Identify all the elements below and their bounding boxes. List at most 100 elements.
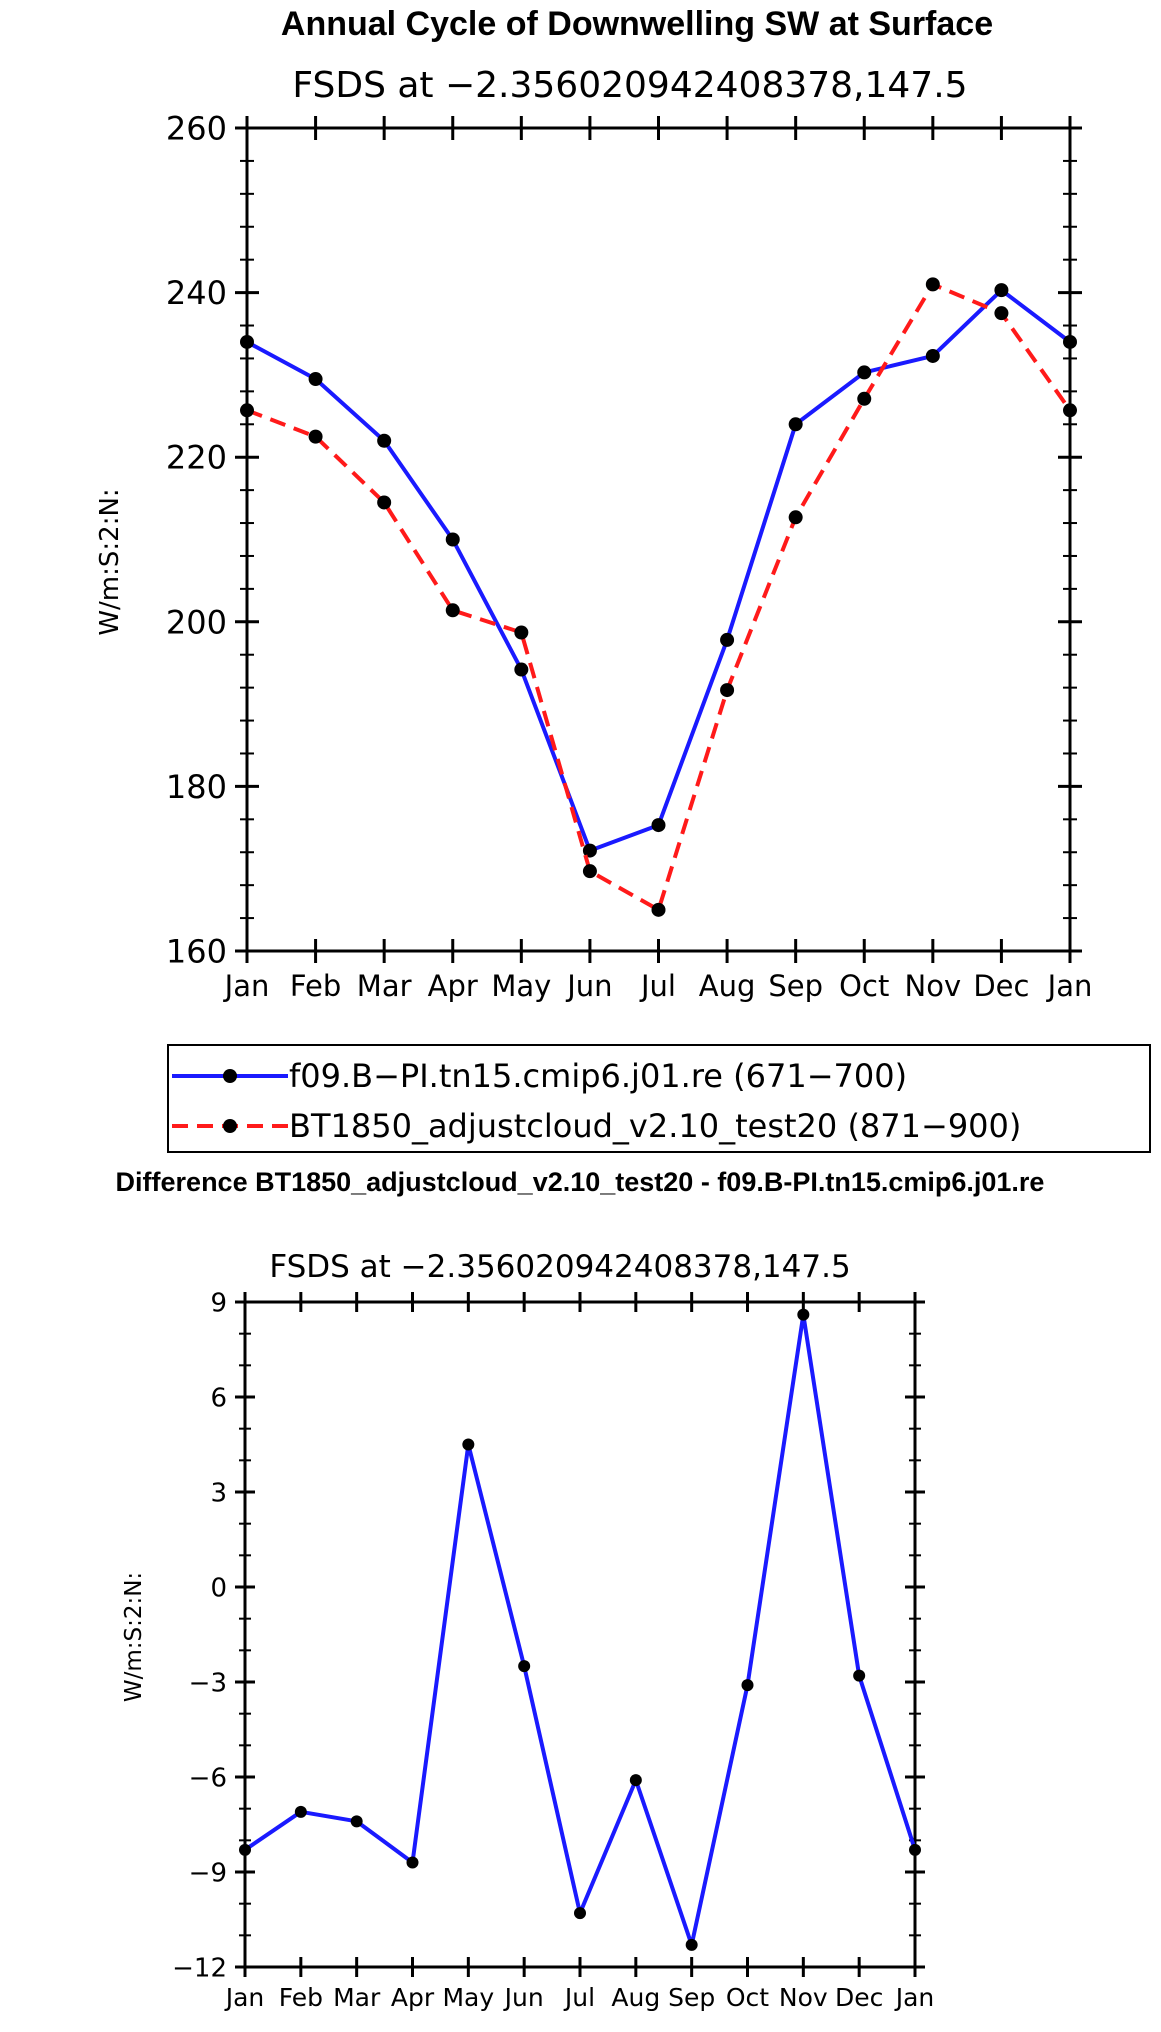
top-chart-y-tick-labels: 160 180 200 220 240 260 xyxy=(166,110,227,971)
data-point-series-1 xyxy=(994,283,1009,298)
legend-label-series-2: BT1850_adjustcloud_v2.10_test20 (871−900… xyxy=(289,1107,1021,1145)
y-tick-label: 240 xyxy=(166,274,227,312)
data-point-series-1 xyxy=(377,433,392,448)
data-point-series-2 xyxy=(445,603,460,618)
data-point-series-1 xyxy=(462,1438,475,1451)
x-tick-label: Jul xyxy=(563,1983,595,2012)
y-tick-label: 220 xyxy=(166,439,227,477)
x-tick-label: Jan xyxy=(224,1983,265,2012)
data-point-series-1 xyxy=(651,818,666,833)
y-tick-label: −6 xyxy=(189,1763,227,1793)
bottom-chart-ticks xyxy=(235,1292,925,1977)
bottom-chart: Difference BT1850_adjustcloud_v2.10_test… xyxy=(116,1167,1045,2012)
top-chart-plot-frame xyxy=(245,126,1072,953)
data-point-series-1 xyxy=(514,662,529,677)
data-point-series-1 xyxy=(574,1907,586,1920)
data-point-series-1 xyxy=(406,1856,419,1869)
bottom-chart-y-tick-labels: −12 −9 −6 −3 0 3 6 9 xyxy=(172,1288,227,1983)
series-line-1 xyxy=(246,288,1072,853)
x-tick-label: Sep xyxy=(668,1983,715,2012)
y-tick-label: 0 xyxy=(210,1573,227,1603)
data-point-series-1 xyxy=(294,1805,307,1818)
data-point-series-2 xyxy=(308,429,323,444)
data-point-series-2 xyxy=(651,902,666,917)
x-tick-label: Mar xyxy=(333,1983,381,2012)
x-tick-label: Dec xyxy=(973,969,1029,1003)
y-tick-label: 9 xyxy=(210,1288,227,1318)
x-tick-label: Sep xyxy=(768,969,823,1003)
x-tick-label: Oct xyxy=(839,969,889,1003)
y-tick-label: 160 xyxy=(166,933,227,971)
bottom-chart-subtitle: FSDS at −2.356020942408378,147.5 xyxy=(269,1249,850,1285)
legend-label-series-1: f09.B−PI.tn15.cmip6.j01.re (671−700) xyxy=(289,1057,907,1095)
data-point-series-1 xyxy=(518,1660,531,1673)
data-point-series-2 xyxy=(857,391,872,406)
top-chart-subtitle: FSDS at −2.356020942408378,147.5 xyxy=(292,65,967,106)
x-tick-label: Nov xyxy=(779,1983,828,2012)
x-tick-label: Aug xyxy=(611,1983,660,2012)
data-point-series-2 xyxy=(514,625,529,640)
x-tick-label: Feb xyxy=(290,969,341,1003)
data-point-series-1 xyxy=(788,417,803,432)
x-tick-label: Jan xyxy=(1046,969,1093,1003)
data-point-series-1 xyxy=(685,1938,698,1951)
bottom-chart-plot-frame xyxy=(243,1300,917,1969)
y-tick-label: −3 xyxy=(189,1668,227,1698)
y-tick-label: −9 xyxy=(189,1858,227,1888)
series-line-1 xyxy=(243,1312,917,1947)
y-tick-label: 3 xyxy=(210,1478,227,1508)
legend-marker-series-1 xyxy=(223,1069,237,1083)
x-tick-label: Jan xyxy=(894,1983,935,2012)
bottom-chart-ylabel: W/m:S:2:N: xyxy=(121,1572,147,1702)
top-chart-series xyxy=(240,277,1077,917)
legend: f09.B−PI.tn15.cmip6.j01.re (671−700) BT1… xyxy=(167,1044,1151,1153)
top-chart-title: Annual Cycle of Downwelling SW at Surfac… xyxy=(281,5,993,43)
data-point-series-1 xyxy=(741,1679,754,1692)
y-tick-label: 180 xyxy=(166,768,227,806)
y-tick-label: 260 xyxy=(166,110,227,148)
data-point-series-1 xyxy=(582,843,597,858)
data-point-series-2 xyxy=(788,510,803,525)
legend-marker-series-2 xyxy=(223,1119,237,1133)
top-chart-ylabel: W/m:S:2:N: xyxy=(95,488,125,635)
y-tick-label: 6 xyxy=(210,1383,227,1413)
data-point-series-1 xyxy=(720,632,735,647)
top-chart-ticks xyxy=(235,116,1082,963)
data-point-series-2 xyxy=(994,306,1009,321)
data-point-series-1 xyxy=(909,1843,921,1856)
x-tick-label: Aug xyxy=(699,969,756,1003)
top-chart-x-tick-labels: Jan Feb Mar Apr May Jun Jul Aug Sep Oct Nov Dec Jan xyxy=(223,969,1093,1003)
bottom-chart-series xyxy=(239,1308,921,1951)
data-point-series-1 xyxy=(925,348,940,363)
x-tick-label: Mar xyxy=(357,969,412,1003)
data-point-series-1 xyxy=(1063,334,1077,349)
x-tick-label: Jun xyxy=(565,969,612,1003)
bottom-chart-x-tick-labels: Jan Feb Mar Apr May Jun Jul Aug Sep Oct Nov Dec Jan xyxy=(224,1983,935,2012)
y-tick-label: 200 xyxy=(166,603,227,641)
x-tick-label: Nov xyxy=(905,969,962,1003)
x-tick-label: Apr xyxy=(428,969,478,1003)
data-point-series-1 xyxy=(240,334,254,349)
x-tick-label: May xyxy=(442,1983,494,2012)
data-point-series-2 xyxy=(240,403,254,418)
data-point-series-1 xyxy=(797,1308,810,1321)
x-tick-label: Feb xyxy=(279,1983,323,2012)
legend-box xyxy=(167,1044,1151,1153)
top-chart: Annual Cycle of Downwelling SW at Surfac… xyxy=(95,5,1092,1003)
data-point-series-1 xyxy=(853,1669,866,1682)
data-point-series-2 xyxy=(720,683,735,698)
x-tick-label: Oct xyxy=(726,1983,769,2012)
series-line-2 xyxy=(246,282,1072,912)
data-point-series-1 xyxy=(350,1815,363,1828)
data-point-series-1 xyxy=(857,365,872,380)
data-point-series-2 xyxy=(582,864,597,879)
y-tick-label: −12 xyxy=(172,1953,227,1983)
bottom-chart-title: Difference BT1850_adjustcloud_v2.10_test… xyxy=(116,1167,1045,1197)
data-point-series-1 xyxy=(239,1843,251,1856)
x-tick-label: Apr xyxy=(391,1983,435,2012)
x-tick-label: Dec xyxy=(835,1983,883,2012)
data-point-series-2 xyxy=(925,277,940,292)
x-tick-label: Jul xyxy=(639,969,676,1003)
data-point-series-1 xyxy=(629,1774,642,1787)
